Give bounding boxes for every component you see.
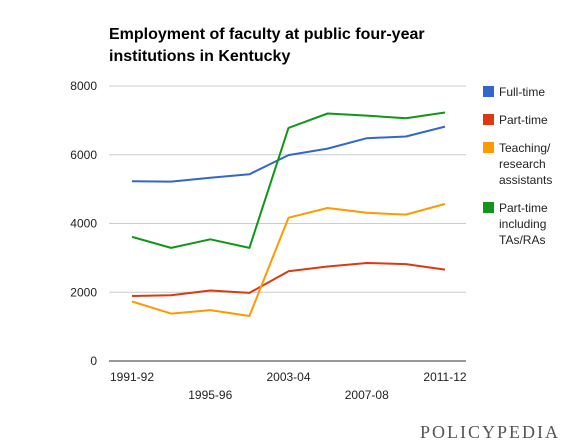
series-line-1	[131, 125, 446, 183]
x-tick-label: 2007-08	[345, 388, 389, 402]
legend-label: Teaching/ research assistants	[499, 141, 553, 187]
x-tick-label: 2011-12	[423, 370, 466, 384]
x-tick-label: 1991-92	[110, 370, 154, 384]
legend-item: Teaching/ research assistants	[483, 140, 573, 188]
x-tick-label: 2003-04	[266, 370, 310, 384]
x-tick-label: 1995-96	[188, 388, 232, 402]
legend-swatch	[483, 202, 494, 213]
legend-swatch	[483, 114, 494, 125]
series-line-4	[131, 111, 446, 249]
series-line-3	[131, 202, 446, 317]
y-tick-label: 8000	[70, 79, 97, 93]
legend-item: Part-time including TAs/RAs	[483, 200, 573, 248]
y-tick-label: 2000	[70, 285, 97, 299]
legend-label: Full-time	[499, 85, 546, 99]
series-line-2	[131, 262, 446, 297]
y-tick-label: 0	[90, 354, 97, 368]
brand-logo: POLICYPEDIA	[419, 422, 560, 442]
legend-swatch	[483, 142, 494, 153]
legend-item: Part-time	[483, 112, 573, 128]
y-tick-label: 4000	[70, 217, 97, 231]
legend-item: Full-time	[483, 84, 573, 100]
legend-label: Part-time	[499, 113, 548, 127]
legend: Full-time Part-time Teaching/ research ass…	[483, 84, 573, 260]
y-tick-label: 6000	[70, 148, 97, 162]
chart-title: Employment of faculty at public four-yea…	[109, 26, 425, 65]
legend-swatch	[483, 86, 494, 97]
legend-label: Part-time including TAs/RAs	[499, 201, 548, 247]
